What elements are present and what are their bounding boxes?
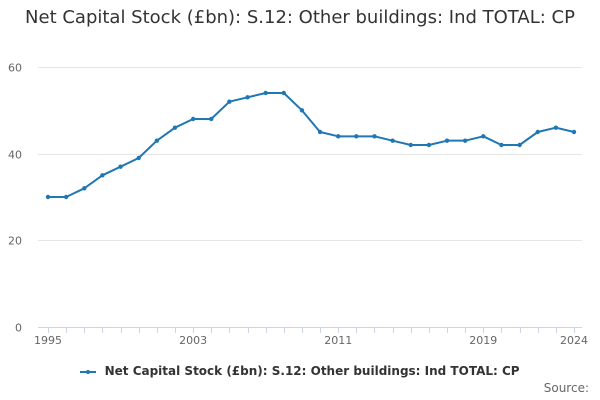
data-point[interactable] <box>481 134 486 139</box>
y-tick-label: 20 <box>8 235 22 248</box>
legend-line-marker-icon <box>80 367 97 377</box>
data-point[interactable] <box>82 186 87 191</box>
legend[interactable]: Net Capital Stock (£bn): S.12: Other bui… <box>0 364 600 378</box>
data-point[interactable] <box>281 90 286 96</box>
legend-label: Net Capital Stock (£bn): S.12: Other bui… <box>104 364 520 378</box>
data-point[interactable] <box>408 142 413 148</box>
data-point[interactable] <box>172 125 178 130</box>
x-tick-label: 2011 <box>324 334 352 347</box>
data-point[interactable] <box>118 164 123 169</box>
data-point[interactable] <box>227 99 232 104</box>
data-point[interactable] <box>245 95 250 100</box>
data-point[interactable] <box>354 134 359 139</box>
data-point[interactable] <box>154 138 160 143</box>
data-point[interactable] <box>336 134 341 139</box>
data-point[interactable] <box>317 129 323 135</box>
y-tick-label: 60 <box>8 62 22 75</box>
data-point[interactable] <box>372 134 377 139</box>
data-point[interactable] <box>263 90 268 96</box>
data-point[interactable] <box>190 116 196 122</box>
data-point[interactable] <box>499 142 504 148</box>
source-label: Source: <box>543 381 589 395</box>
data-point[interactable] <box>535 129 540 135</box>
x-axis-labels: 1995 2003 2011 2019 2024 <box>34 334 588 347</box>
y-tick-label: 0 <box>15 322 22 335</box>
data-point[interactable] <box>45 194 51 200</box>
data-point[interactable] <box>426 142 432 148</box>
data-point[interactable] <box>136 155 141 161</box>
chart-title: Net Capital Stock (£bn): S.12: Other bui… <box>25 7 575 28</box>
x-tick-label: 1995 <box>34 334 62 347</box>
data-point[interactable] <box>63 194 69 200</box>
y-tick-label: 40 <box>8 149 22 162</box>
data-point[interactable] <box>209 116 214 122</box>
data-point[interactable] <box>571 129 577 135</box>
series-line[interactable] <box>47 92 575 198</box>
data-point[interactable] <box>100 173 105 178</box>
x-tick-label: 2019 <box>469 334 497 347</box>
data-point[interactable] <box>462 138 468 143</box>
data-point[interactable] <box>390 138 395 143</box>
data-point[interactable] <box>444 138 450 143</box>
data-point[interactable] <box>553 125 559 130</box>
data-point[interactable] <box>299 108 305 113</box>
x-tick-label: 2024 <box>560 334 588 347</box>
x-axis <box>38 327 582 333</box>
data-point[interactable] <box>517 142 522 148</box>
series-layer <box>45 90 577 200</box>
x-tick-label: 2003 <box>179 334 207 347</box>
grid-lines <box>38 67 582 241</box>
y-axis-labels: 0 20 40 60 <box>8 62 22 335</box>
